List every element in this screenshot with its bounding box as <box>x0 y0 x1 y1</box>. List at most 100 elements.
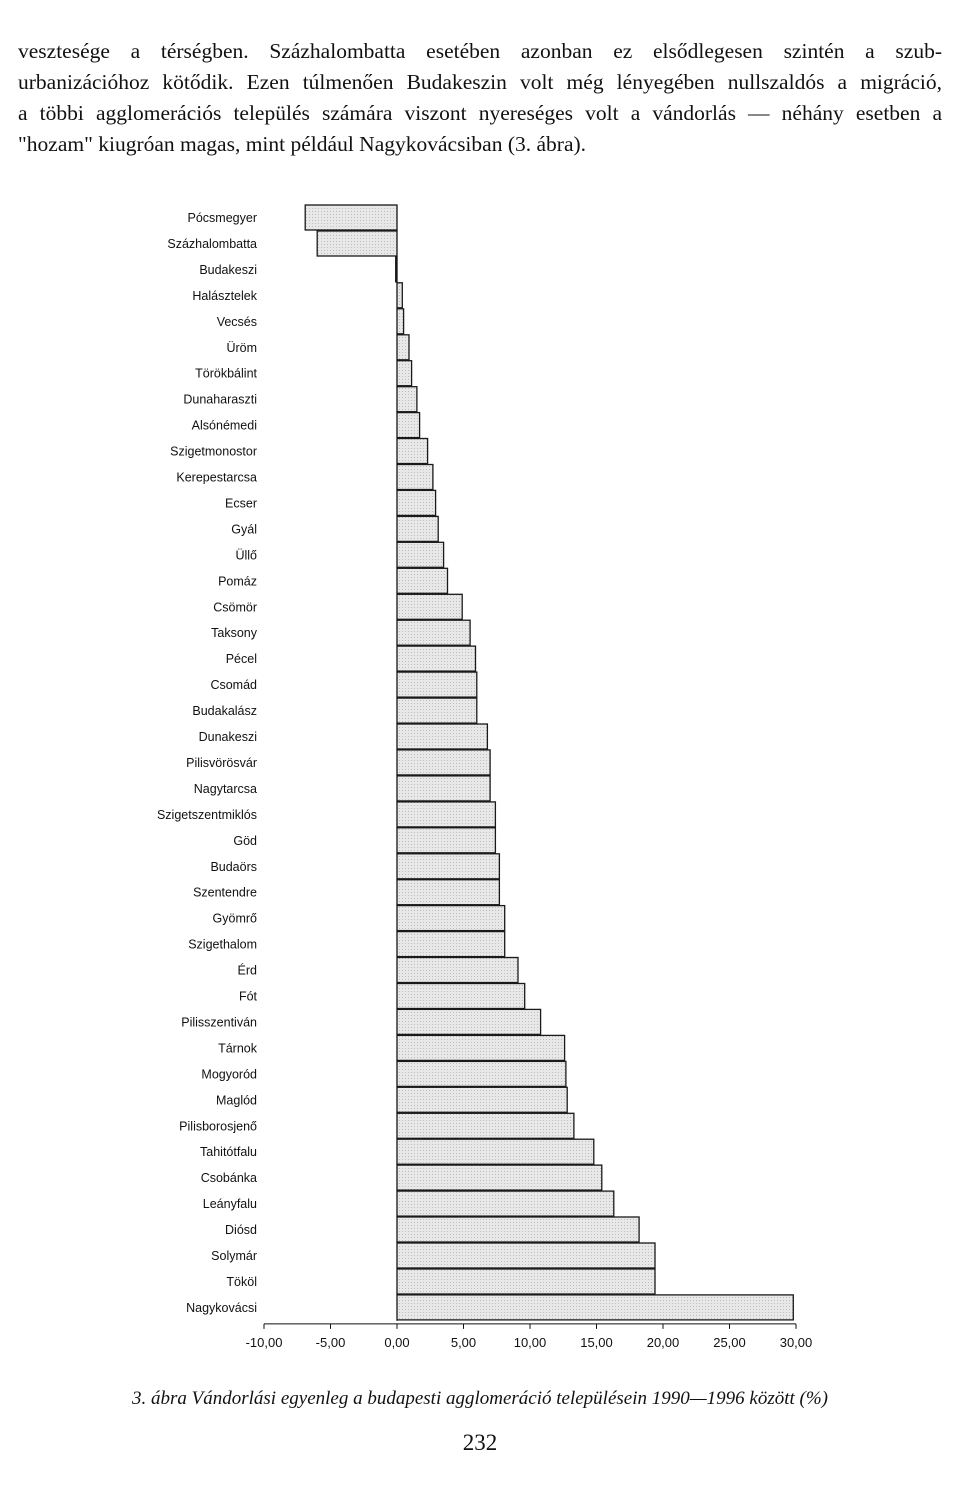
bar <box>396 749 491 776</box>
category-label: Halásztelek <box>192 289 257 303</box>
x-tick-label: 10,00 <box>514 1335 547 1350</box>
paragraph-line: urbanizációhoz kötődik. Ezen túlmenően B… <box>18 70 942 94</box>
bar <box>396 801 497 828</box>
bar <box>396 567 449 594</box>
category-label: Ecser <box>225 496 257 510</box>
bar <box>396 697 478 724</box>
category-label: Érd <box>238 963 258 978</box>
category-label: Nagytarcsa <box>194 782 257 796</box>
bar <box>396 671 478 698</box>
bar <box>396 386 418 413</box>
category-label: Taksony <box>211 626 258 640</box>
category-label: Budakalász <box>192 704 257 718</box>
category-label: Maglód <box>216 1093 257 1107</box>
bar <box>396 1294 794 1321</box>
x-tick-label: 30,00 <box>780 1335 813 1350</box>
category-label: Pilisszentiván <box>181 1015 257 1029</box>
bar <box>396 1164 603 1191</box>
paragraph-line: "hozam" kiugróan magas, mint például Nag… <box>18 132 587 156</box>
bar <box>396 1138 595 1165</box>
bar <box>396 437 429 465</box>
bar <box>396 541 445 568</box>
x-tick-label: 0,00 <box>384 1335 409 1350</box>
bar <box>396 360 413 387</box>
bar <box>396 411 421 439</box>
bar <box>316 230 398 257</box>
bar <box>396 956 519 984</box>
category-label: Mogyoród <box>201 1067 257 1081</box>
category-label: Törökbálint <box>195 367 257 381</box>
bar <box>396 1112 575 1139</box>
bar <box>396 645 477 672</box>
bar <box>396 1268 656 1295</box>
bar <box>396 853 501 880</box>
category-label: Tahitótfalu <box>200 1145 257 1159</box>
body-paragraph: vesztesége a térségben. Százhalombatta e… <box>18 36 942 160</box>
bar <box>396 1216 640 1243</box>
migration-balance-chart: Pócsmegyer Százhalombatta Budakeszi Halászt… <box>157 204 813 1350</box>
x-axis: -10,00 -5,00 0,00 5,00 10,00 15,00 20,00 25,00 3… <box>246 1323 813 1350</box>
caption-number: 3. ábra <box>131 1388 187 1409</box>
bar <box>396 282 403 309</box>
x-tick-label: -5,00 <box>316 1335 346 1350</box>
category-label: Üröm <box>226 341 257 355</box>
category-labels: Pócsmegyer Százhalombatta Budakeszi Halászt… <box>157 211 258 1315</box>
category-label: Fót <box>239 990 258 1004</box>
bar <box>396 1086 568 1113</box>
category-label: Tököl <box>226 1275 257 1289</box>
category-label: Üllő <box>235 548 257 562</box>
category-label: Leányfalu <box>203 1197 257 1211</box>
category-label: Nagykovácsi <box>186 1301 257 1315</box>
x-tick-label: 5,00 <box>451 1335 476 1350</box>
page-number: 232 <box>462 1430 498 1455</box>
bar <box>396 308 405 335</box>
category-label: Alsónémedi <box>192 419 257 433</box>
bar <box>396 593 463 620</box>
category-label: Szigethalom <box>188 938 257 952</box>
category-label: Dunakeszi <box>199 730 257 744</box>
category-label: Kerepestarcsa <box>176 471 257 485</box>
bar <box>396 515 439 543</box>
bar <box>396 879 501 906</box>
category-label: Csobánka <box>201 1171 257 1185</box>
category-label: Budakeszi <box>199 263 257 277</box>
bar <box>396 334 410 361</box>
category-label: Gyömrő <box>213 912 258 926</box>
category-label: Budaörs <box>210 860 257 874</box>
category-label: Solymár <box>211 1249 257 1263</box>
bar <box>396 982 526 1010</box>
caption-text: Vándorlási egyenleg a budapesti agglomer… <box>191 1388 829 1409</box>
bar <box>396 1242 656 1269</box>
category-label: Göd <box>233 834 257 848</box>
x-tick-label: 25,00 <box>713 1335 746 1350</box>
bar <box>396 930 506 958</box>
category-label: Pilisvörösvár <box>186 756 257 770</box>
category-label: Gyál <box>231 522 257 536</box>
bar <box>396 463 434 491</box>
bar <box>304 204 398 231</box>
bar <box>396 619 471 646</box>
category-label: Pilisborosjenő <box>179 1119 257 1133</box>
category-label: Pomáz <box>218 574 257 588</box>
category-label: Százhalombatta <box>167 237 257 251</box>
bar <box>396 489 437 517</box>
figure-caption: 3. ábra Vándorlási egyenleg a budapesti … <box>0 1388 960 1410</box>
category-label: Szentendre <box>193 886 257 900</box>
category-label: Vecsés <box>217 315 257 329</box>
bar <box>396 1060 567 1088</box>
category-label: Dunaharaszti <box>183 393 257 407</box>
category-label: Csomád <box>210 678 257 692</box>
bars-group <box>304 204 794 1321</box>
x-tick-label: 15,00 <box>580 1335 613 1350</box>
category-label: Szigetmonostor <box>170 445 257 459</box>
x-tick-label: 20,00 <box>647 1335 680 1350</box>
bar <box>396 775 491 802</box>
category-label: Tárnok <box>218 1041 258 1055</box>
bar <box>396 827 497 854</box>
bar <box>396 1008 542 1036</box>
bar <box>396 723 489 750</box>
bar <box>396 1034 566 1062</box>
category-label: Csömör <box>213 600 257 614</box>
bar <box>396 904 506 932</box>
paragraph-line: vesztesége a térségben. Százhalombatta e… <box>18 39 942 63</box>
